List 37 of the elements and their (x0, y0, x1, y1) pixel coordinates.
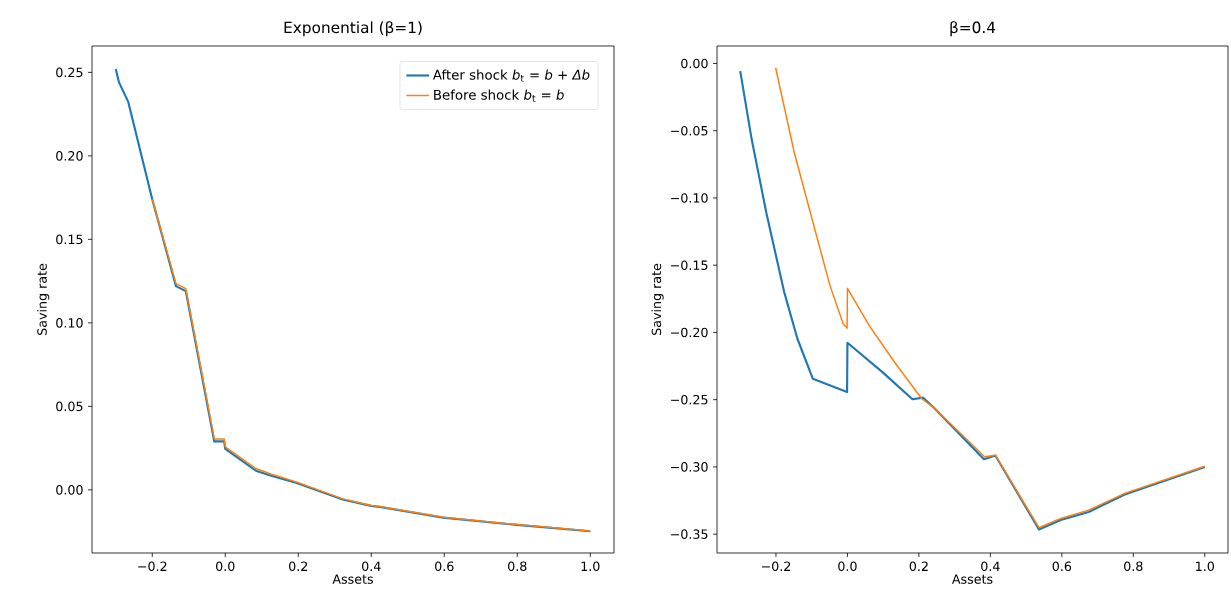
x-tick-label: −0.2 (761, 561, 791, 572)
y-tick-label: −0.15 (671, 260, 708, 270)
y-tick-label: 0.05 (56, 401, 83, 412)
x-tick-label: −0.2 (138, 561, 167, 572)
x-tick-label: 1.0 (581, 561, 600, 572)
y-tick-label: 0.15 (56, 234, 83, 245)
y-tick-label: −0.05 (671, 125, 708, 136)
x-tick-label: 0.6 (1052, 561, 1072, 572)
x-tick-label: 0.0 (216, 561, 235, 572)
x-tick-label: 0.6 (435, 561, 454, 572)
chart-title: Exponential (β=1) (284, 21, 422, 37)
x-tick-label: 0.2 (289, 561, 308, 572)
y-tick-label: 0.20 (56, 151, 83, 161)
y-tick-label: −0.10 (671, 193, 708, 203)
y-tick-label: −0.25 (671, 394, 708, 405)
x-tick-label: 0.2 (909, 561, 928, 572)
y-axis-title: Saving rate (37, 263, 50, 335)
x-axis-title: Assets (332, 574, 373, 584)
x-tick-label: 0.4 (981, 561, 1000, 572)
y-tick-label: −0.30 (671, 462, 708, 472)
y-tick-label: 0.00 (681, 58, 708, 69)
legend-label: Before shock b$_{t}$ = b (434, 89, 564, 102)
y-tick-label: 0.10 (56, 318, 83, 328)
y-axis-title: Saving rate (651, 263, 664, 335)
x-tick-label: 0.8 (508, 561, 527, 572)
y-tick-label: −0.20 (671, 327, 708, 338)
x-axis-title: Assets (952, 574, 993, 584)
x-tick-label: 1.0 (1196, 561, 1214, 572)
y-tick-label: 0.00 (56, 485, 83, 495)
line-series (151, 198, 592, 532)
x-tick-label: 0.4 (362, 561, 381, 572)
x-tick-label: 0.0 (838, 561, 857, 572)
legend-label: After shock b$_{t}$ = b + Δb (432, 69, 590, 82)
chart-title: β=0.4 (950, 21, 996, 37)
y-tick-label: −0.35 (671, 529, 708, 539)
x-tick-label: 0.8 (1124, 561, 1143, 572)
y-tick-label: 0.25 (56, 67, 83, 78)
